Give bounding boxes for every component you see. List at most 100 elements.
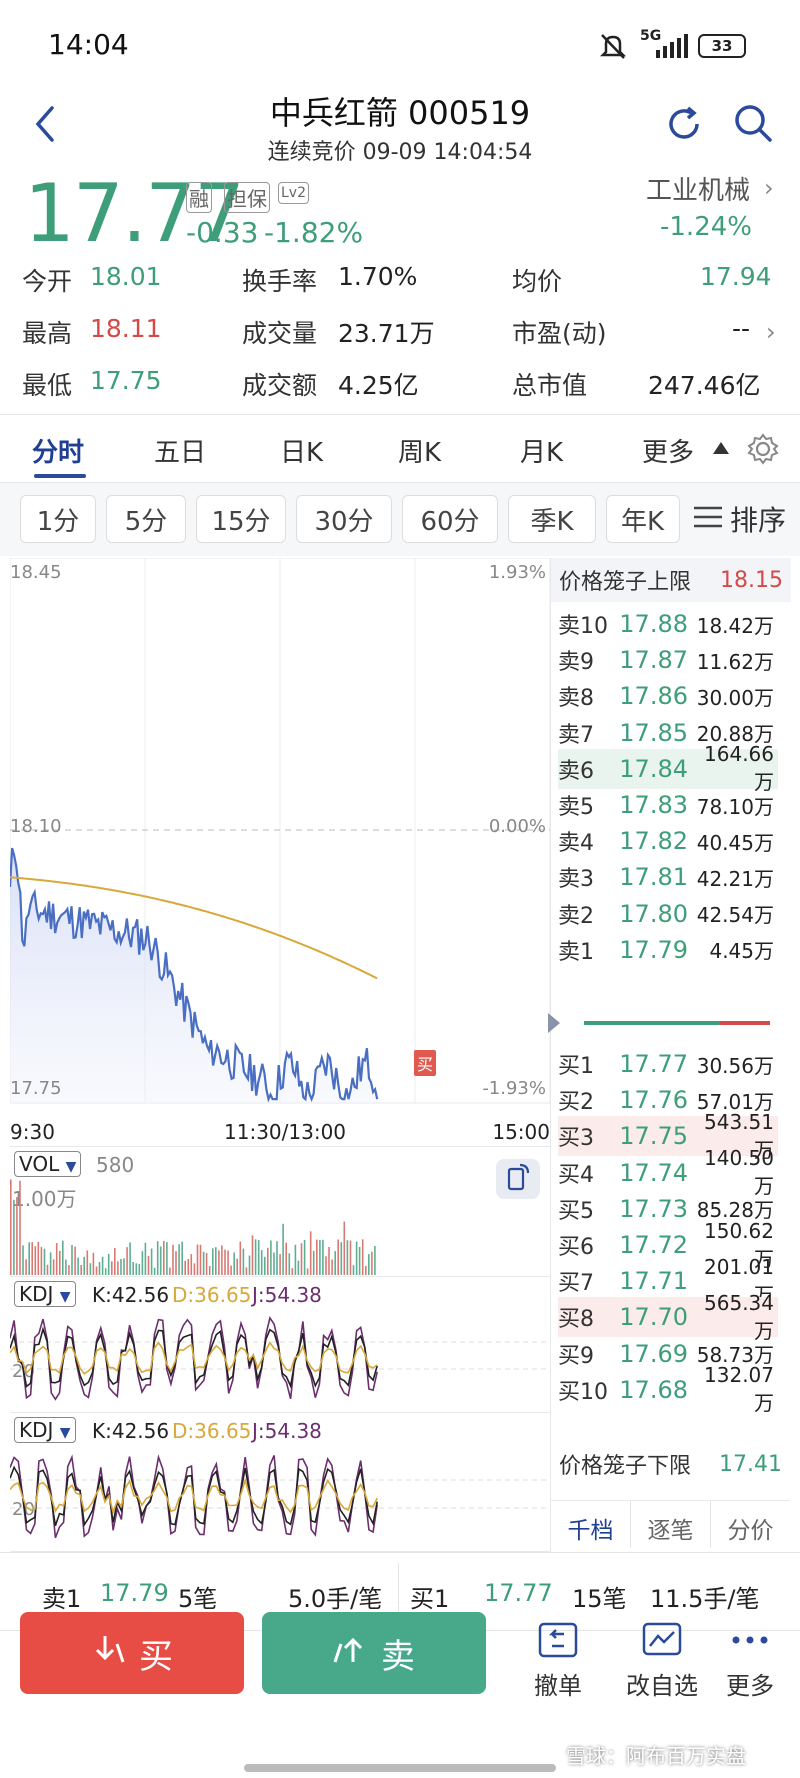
pill-60min[interactable]: 60分: [402, 495, 498, 543]
kdj-panel: KDJ ▼ K:42.56 D:36.65 J:54.38 20: [10, 1412, 550, 1552]
pill-30min[interactable]: 30分: [296, 495, 392, 543]
ask-row[interactable]: 卖7 17.85 20.88万: [558, 713, 778, 753]
bid-row[interactable]: 买3 17.75 543.51万: [558, 1110, 778, 1162]
bid-row[interactable]: 买1 17.77 30.56万: [558, 1044, 778, 1084]
volume-bar: [190, 1254, 193, 1275]
ask-row[interactable]: 卖5 17.83 78.10万: [558, 785, 778, 825]
bid-row[interactable]: 买9 17.69 58.73万: [558, 1334, 778, 1374]
page-title: 中兵红箭 000519: [269, 94, 531, 132]
volume-bar: [233, 1252, 235, 1275]
pill-year-k[interactable]: 年K: [606, 495, 680, 543]
order-level: 卖7: [558, 722, 594, 748]
buy-button[interactable]: 买: [20, 1612, 244, 1694]
x-axis: 9:30 11:30/13:00 15:00: [10, 1118, 550, 1148]
volume-bar: [126, 1247, 128, 1275]
tab-ticks[interactable]: 逐笔: [630, 1501, 710, 1548]
tab-weekly-k[interactable]: 周K: [398, 438, 442, 468]
volume-bar: [245, 1267, 248, 1275]
tab-price-dist[interactable]: 分价: [710, 1501, 790, 1548]
ask-row[interactable]: 卖10 17.88 18.42万: [558, 604, 778, 644]
home-indicator[interactable]: [244, 1764, 556, 1772]
bid-row[interactable]: 买7 17.71 201.01万: [558, 1255, 778, 1307]
search-icon[interactable]: [732, 102, 774, 148]
volume-bar: [303, 1240, 306, 1275]
volume-bar: [98, 1262, 101, 1275]
back-icon[interactable]: [30, 104, 60, 148]
volume-bar: [264, 1256, 266, 1275]
pill-15min[interactable]: 15分: [196, 495, 286, 543]
volume-bar: [141, 1251, 144, 1275]
cancel-order-button[interactable]: 撤单: [508, 1620, 608, 1701]
kdj-indicator-select[interactable]: KDJ ▼: [14, 1417, 76, 1443]
volume-bar: [337, 1239, 339, 1275]
bid-row[interactable]: 买5 17.73 85.28万: [558, 1189, 778, 1229]
volume-bar: [282, 1223, 284, 1275]
volume-bar: [251, 1235, 254, 1275]
volume-bar: [346, 1240, 349, 1275]
tab-monthly-k[interactable]: 月K: [520, 438, 564, 468]
orderbook: 价格笼子上限 18.15: [550, 558, 791, 1552]
sell-button[interactable]: 卖: [262, 1612, 486, 1694]
pill-quarter-k[interactable]: 季K: [508, 495, 596, 543]
ask-row[interactable]: 卖1 17.79 4.45万: [558, 930, 778, 970]
vol-indicator-select[interactable]: VOL ▼: [14, 1151, 82, 1177]
price-change-pct: -1.82%: [264, 216, 364, 249]
refresh-icon[interactable]: [664, 104, 704, 148]
bid-row[interactable]: 买2 17.76 57.01万: [558, 1080, 778, 1120]
edit-watchlist-button[interactable]: 改自选: [612, 1620, 712, 1701]
volume-bar: [95, 1266, 98, 1275]
order-level: 买4: [558, 1162, 594, 1188]
order-volume: 150.62万: [704, 1218, 774, 1271]
volume-bar: [147, 1256, 150, 1275]
order-price: 17.68: [619, 1375, 688, 1404]
ask-row[interactable]: 卖9 17.87 11.62万: [558, 640, 778, 680]
tab-depth[interactable]: 千档: [567, 1518, 614, 1544]
bid-row[interactable]: 买8 17.70 565.34万: [558, 1291, 778, 1343]
average-line: [10, 876, 378, 980]
buy-marker[interactable]: 买: [414, 1050, 437, 1076]
bid-row[interactable]: 买4 17.74 140.50万: [558, 1146, 778, 1198]
tab-5day[interactable]: 五日: [154, 438, 207, 468]
rotate-chart-icon[interactable]: [496, 1159, 540, 1199]
ask-row[interactable]: 卖6 17.84 164.66万: [558, 742, 778, 794]
volume-bar: [101, 1256, 104, 1275]
sell1-label: 卖1: [42, 1585, 82, 1613]
more-button[interactable]: 更多: [700, 1620, 800, 1701]
ask-row[interactable]: 卖2 17.80 42.54万: [558, 894, 778, 934]
current-price: 17.77: [24, 167, 245, 260]
divider: [0, 1552, 800, 1553]
settings-icon[interactable]: [746, 432, 780, 470]
ask-row[interactable]: 卖4 17.82 40.45万: [558, 821, 778, 861]
tab-more[interactable]: 更多: [642, 438, 695, 468]
stat-label: 换手率: [242, 267, 318, 296]
volume-bar: [86, 1250, 89, 1275]
tab-daily-k[interactable]: 日K: [280, 438, 324, 468]
sort-button[interactable]: 排序: [680, 495, 800, 543]
ask-row[interactable]: 卖3 17.81 42.21万: [558, 857, 778, 897]
order-volume: 58.73万: [696, 1343, 774, 1368]
triangle-up-icon: [712, 440, 730, 459]
order-level: 买7: [558, 1271, 594, 1297]
tab-intraday[interactable]: 分时: [32, 438, 85, 468]
bid-row[interactable]: 买10 17.68 132.07万: [558, 1363, 778, 1415]
volume-bar: [361, 1239, 364, 1275]
volume-bar: [10, 1179, 12, 1275]
sell1-count: 5笔: [178, 1585, 218, 1613]
bid-row[interactable]: 买6 17.72 150.62万: [558, 1219, 778, 1271]
order-price: 17.82: [619, 827, 688, 856]
sector-link[interactable]: 工业机械 › -1.24%: [640, 170, 780, 250]
pill-5min[interactable]: 5分: [106, 495, 186, 543]
price-change: -0.33: [186, 216, 259, 249]
order-price: 17.86: [619, 682, 688, 711]
order-volume: 40.45万: [696, 830, 774, 855]
kdj-indicator-select[interactable]: KDJ ▼: [14, 1281, 76, 1307]
volume-bar: [224, 1249, 226, 1275]
ask-row[interactable]: 卖8 17.86 30.00万: [558, 676, 778, 716]
intraday-chart[interactable]: 18.45 18.10 17.75 1.93% 0.00% -1.93% 买: [10, 558, 550, 1118]
volume-bar: [159, 1246, 162, 1275]
sector-change: -1.24%: [660, 212, 752, 242]
volume-bar: [65, 1259, 67, 1275]
chevron-right-icon[interactable]: ›: [766, 318, 776, 346]
volume-bar: [120, 1259, 122, 1275]
pill-1min[interactable]: 1分: [20, 495, 96, 543]
